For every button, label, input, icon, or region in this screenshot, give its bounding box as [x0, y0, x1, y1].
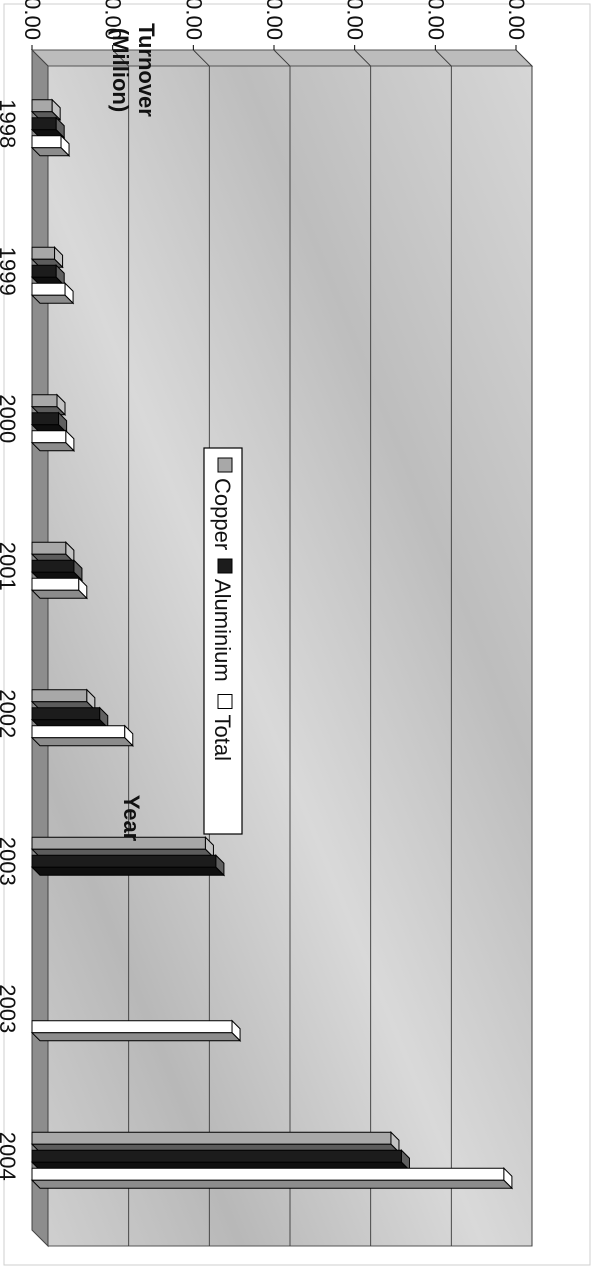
- legend-label: Total: [210, 715, 235, 761]
- y-axis-ticks: $0.00 $1,000,000,000.00 $2,000,000,000.00 $…: [20, 0, 529, 50]
- y-tick-label: $6,000,000,000.00: [504, 0, 529, 40]
- legend-item-total: Total: [210, 694, 235, 761]
- bar-copper: [30, 688, 97, 711]
- bar-copper: [30, 541, 76, 564]
- bar-aluminium: [30, 264, 66, 287]
- bar-total: [30, 134, 71, 157]
- chart-area: $0.00 $1,000,000,000.00 $2,000,000,000.00 $…: [0, 0, 534, 1248]
- x-tick-label: 2002: [0, 689, 20, 738]
- gridline: [273, 49, 291, 1246]
- floor: [31, 48, 49, 1248]
- legend-box: [203, 447, 243, 835]
- y-tick-label: $0.00: [20, 0, 45, 40]
- bar-aluminium: [30, 1149, 411, 1172]
- bar-aluminium: [30, 411, 68, 434]
- x-axis-title: Year: [119, 795, 144, 842]
- bar-aluminium: [30, 116, 66, 139]
- y-tick-label: $1,000,000,000.00: [101, 0, 126, 40]
- x-tick-label: 2000: [0, 394, 20, 443]
- bar-aluminium: [30, 854, 226, 877]
- legend-label: Aluminium: [210, 579, 235, 682]
- bar-copper: [30, 393, 67, 416]
- y-tick-label: $5,000,000,000.00: [423, 0, 448, 40]
- gridline: [515, 49, 533, 1246]
- y-tick-label: $2,000,000,000.00: [181, 0, 206, 40]
- plot-area: [30, 48, 534, 1248]
- x-tick-label: 2001: [0, 542, 20, 591]
- bar-aluminium: [30, 559, 84, 582]
- bar-aluminium: [30, 706, 109, 729]
- legend: Copper Aluminium Total: [203, 447, 243, 835]
- bar-total: [30, 724, 134, 747]
- bar-total: [30, 577, 88, 600]
- x-axis-label: Year: [119, 795, 144, 842]
- x-tick-label: 1999: [0, 247, 20, 296]
- x-tick-label: 2004(Jan'-Oct'): [0, 1129, 20, 1183]
- bar-copper: [30, 1131, 401, 1154]
- y-axis-label: Turnover(Million): [108, 23, 159, 117]
- y-axis-title: Turnover(Million): [108, 23, 159, 117]
- x-axis-ticks: 1998 1999 2000 2001 2002 2003 2003 2004(Jan'-Oc…: [0, 99, 20, 1183]
- legend-label: Copper: [210, 478, 235, 550]
- legend-item-copper: Copper: [210, 457, 235, 550]
- bar-total: [30, 1167, 514, 1190]
- bar-copper: [30, 98, 62, 121]
- gridline: [354, 49, 372, 1246]
- bar-copper: [30, 246, 64, 269]
- x-tick-label: 2003: [0, 837, 20, 886]
- legend-item-aluminium: Aluminium: [210, 558, 235, 682]
- bar-total: [30, 1019, 242, 1042]
- bar-total: [30, 282, 75, 305]
- legend-swatch: [217, 558, 233, 574]
- gridline: [435, 49, 452, 1246]
- y-tick-label: $3,000,000,000.00: [262, 0, 287, 40]
- x-tick-label: 2003: [0, 984, 20, 1033]
- legend-swatch: [217, 457, 233, 473]
- legend-swatch: [217, 694, 233, 709]
- bar-total: [30, 429, 76, 452]
- x-tick-label: 1998: [0, 99, 20, 148]
- y-tick-label: $4,000,000,000.00: [343, 0, 368, 40]
- page-border: [3, 3, 591, 1266]
